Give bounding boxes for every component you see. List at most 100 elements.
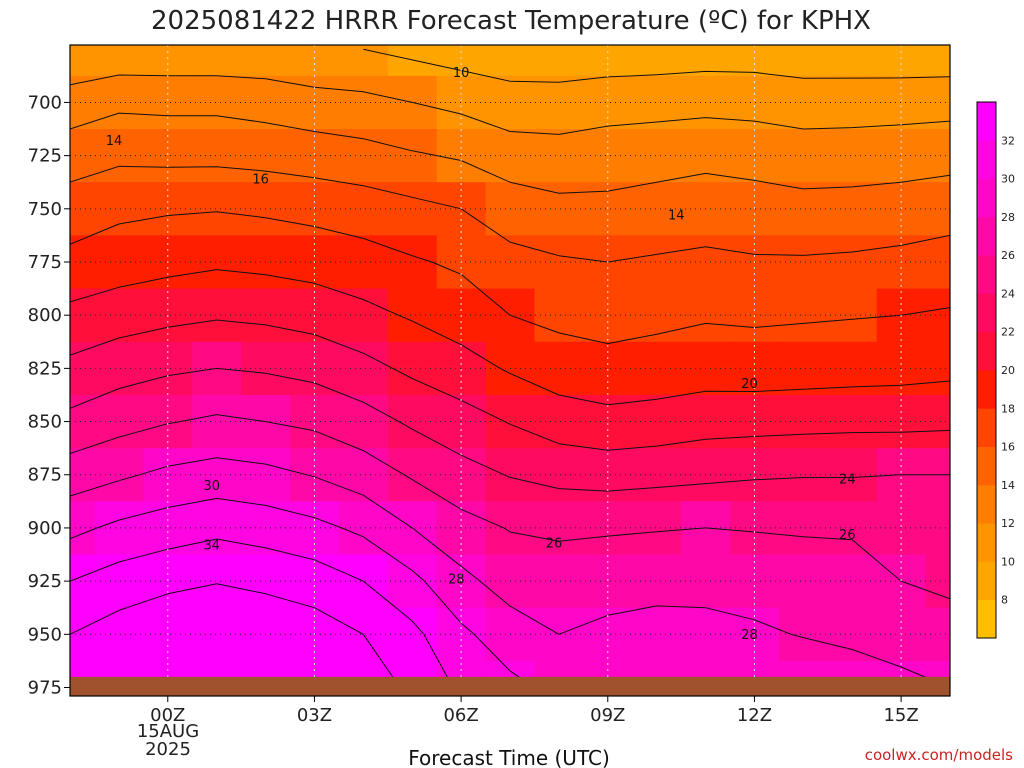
contour-label-text: 24 [839,473,856,488]
contour-label: 14 [106,134,123,149]
temperature-cell [632,554,682,609]
temperature-cell [583,554,633,609]
temperature-cell [94,554,144,609]
temperature-cell [436,129,487,183]
temperature-cell [436,554,487,609]
temperature-cell [290,45,340,77]
colorbar-swatch [977,370,996,409]
y-axis: 700 725 750 775 800 825 850 875 900 925 950 975 [28,92,70,698]
x-tick-label: 15Z [883,705,918,726]
contour-label: 30 [204,479,221,494]
temperature-cell [192,235,242,290]
temperature-cell [290,554,340,609]
contour-line-34 [70,583,401,688]
temperature-cell [94,448,144,502]
ground-band [70,676,950,696]
y-tick-label: 900 [28,518,62,539]
temperature-cell [338,45,389,77]
temperature-cell [827,45,878,77]
contour-line-10 [363,48,950,83]
temperature-cell [925,395,950,449]
temperature-cell [632,448,682,502]
temperature-cell [876,501,927,556]
colorbar-frame [976,101,997,639]
colorbar-tick-label: 26 [1001,249,1015,262]
colorbar-swatch [977,446,996,486]
temperature-cell [290,129,340,183]
temperature-cell [70,341,95,396]
contour-line-30 [70,497,535,688]
temperature-cell [827,501,878,556]
temperature-cell [70,554,95,609]
contour-label: 26 [839,528,856,543]
temperature-cell [876,341,927,396]
contour-line-12 [70,74,950,135]
temperature-cell [387,235,438,290]
temperature-cell [143,182,193,236]
x-tick-label: 06Z [443,705,478,726]
temperature-cell [143,395,193,449]
temperature-cell [827,75,878,130]
colorbar: 8 10 12 14 16 18 20 22 24 26 28 30 32 [976,101,1015,639]
temperature-cell [192,45,242,77]
temperature-cell [778,45,829,77]
temperature-cell [70,288,95,343]
temperature-cell [485,45,536,77]
temperature-cell [290,448,340,502]
temperature-cell [534,45,584,77]
temperature-cell [94,395,144,449]
x-tick-label: 03Z [297,705,332,726]
temperature-cell [70,129,95,183]
contour-label-text: 26 [839,528,856,543]
temperature-cell [632,45,682,77]
temperature-cell [925,288,950,343]
colorbar-swatch [977,599,996,639]
temperature-cell [192,129,242,183]
contour-label: 10 [453,66,470,81]
contour-label-text: 34 [204,538,221,553]
temperature-cell [290,501,340,556]
temperature-cell [632,129,682,183]
temperature-cell [827,607,878,662]
temperature-cell [925,554,950,609]
colorbar-tick-label: 20 [1001,364,1015,377]
temperature-cell [94,341,144,396]
contour-label: 20 [741,377,758,392]
temperature-cell [387,607,438,662]
colorbar-tick-label: 32 [1001,134,1015,147]
temperature-cell [876,45,927,77]
temperature-cell [827,395,878,449]
colorbar-tick-label: 22 [1001,326,1015,339]
colorbar-swatch [977,523,996,562]
temperature-cell [632,501,682,556]
temperature-cell [632,235,682,290]
temperature-cell [143,129,193,183]
temperature-cell [70,448,95,502]
temperature-cell [534,129,584,183]
temperature-cell [192,448,242,502]
temperature-cell [436,75,487,130]
temperature-cell [70,45,95,77]
colorbar-tick-label: 10 [1001,555,1015,568]
colorbar-swatch [977,178,996,218]
temperature-cell [876,182,927,236]
temperature-cell [534,75,584,130]
temperature-cell [632,607,682,662]
temperature-cell [534,288,584,343]
temperature-cell [192,607,242,662]
temperature-cell [925,45,950,77]
y-tick-label: 800 [28,305,62,326]
temperature-cell [583,395,633,449]
temperature-cell [143,75,193,130]
contour-label-text: 30 [204,479,221,494]
x-date-label-year: 2025 [145,739,191,760]
contour-label-text: 10 [453,66,470,81]
x-tick-label: 12Z [737,705,772,726]
colorbar-tick-label: 24 [1001,287,1015,300]
colorbar-swatch [977,102,996,141]
temperature-cell [925,341,950,396]
contour-line-28 [70,457,950,688]
y-tick-label: 725 [28,146,62,167]
temperature-cell [436,448,487,502]
